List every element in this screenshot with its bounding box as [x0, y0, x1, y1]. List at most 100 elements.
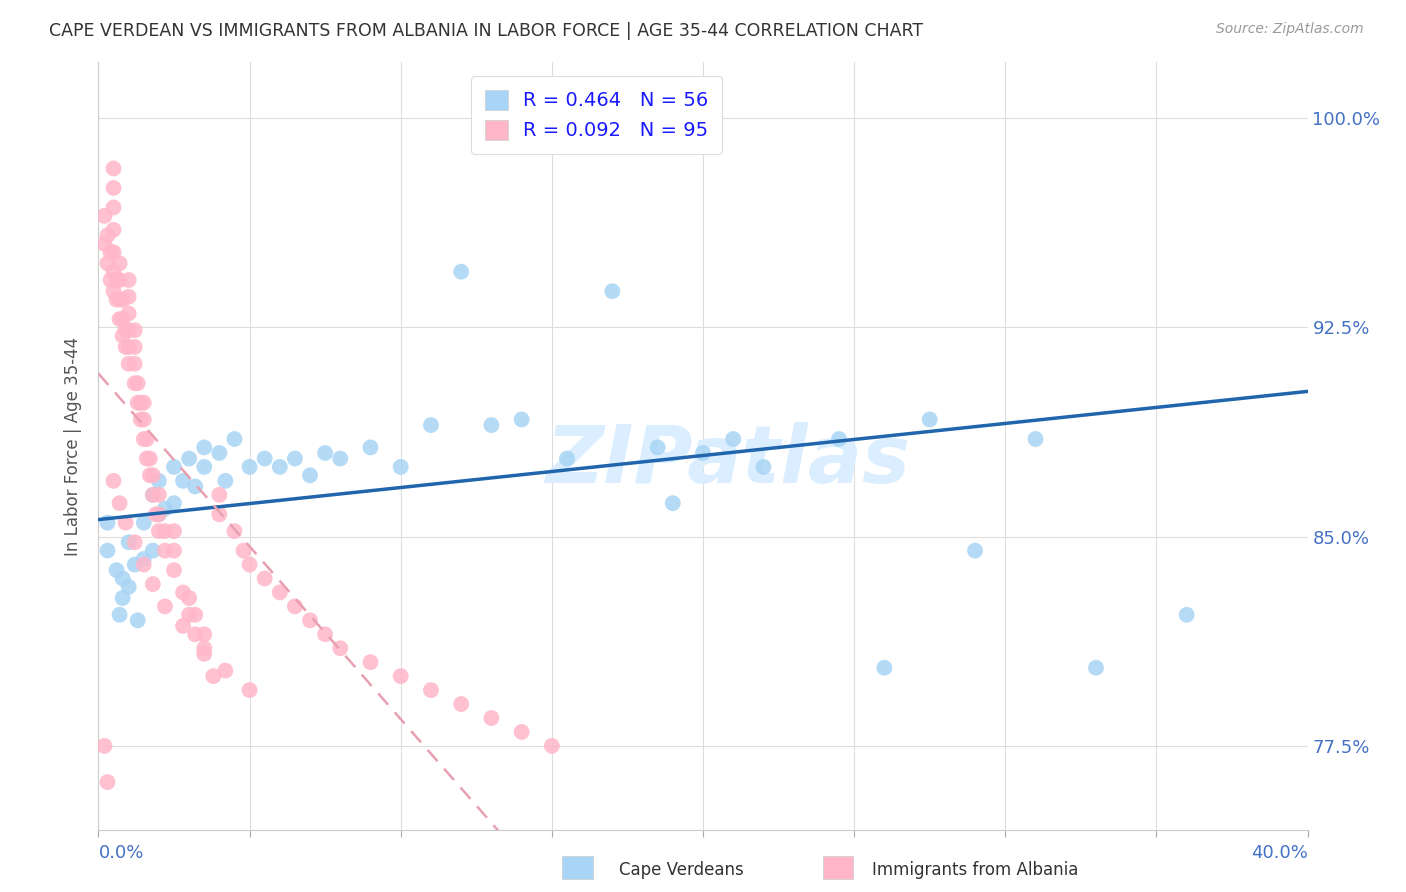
Point: [314, 446, 336, 460]
Point: [118, 273, 141, 287]
Point: [299, 468, 322, 483]
Point: [193, 459, 215, 474]
Point: [1175, 607, 1198, 622]
Point: [93, 209, 115, 223]
Point: [114, 323, 136, 337]
Point: [93, 236, 115, 251]
Point: [179, 591, 201, 605]
Point: [124, 535, 146, 549]
Point: [239, 459, 262, 474]
Text: CAPE VERDEAN VS IMMIGRANTS FROM ALBANIA IN LABOR FORCE | AGE 35-44 CORRELATION C: CAPE VERDEAN VS IMMIGRANTS FROM ALBANIA …: [49, 22, 924, 40]
Point: [163, 543, 186, 558]
Point: [184, 479, 207, 493]
Point: [163, 563, 186, 577]
Point: [118, 340, 141, 354]
Point: [172, 619, 194, 633]
Point: [103, 265, 125, 279]
Point: [360, 441, 382, 455]
Point: [193, 627, 215, 641]
Point: [111, 591, 134, 605]
Point: [172, 585, 194, 599]
Point: [299, 613, 322, 627]
Point: [96, 256, 118, 270]
Point: [103, 223, 125, 237]
Point: [253, 572, 276, 586]
Point: [132, 396, 155, 410]
Point: [723, 432, 745, 446]
Point: [111, 293, 134, 307]
Point: [208, 446, 231, 460]
Point: [420, 418, 443, 433]
Point: [193, 647, 215, 661]
Text: 40.0%: 40.0%: [1251, 844, 1308, 862]
Point: [132, 552, 155, 566]
Point: [329, 451, 352, 466]
Point: [127, 613, 149, 627]
Point: [103, 161, 125, 176]
Point: [100, 245, 122, 260]
Point: [139, 468, 162, 483]
Point: [148, 488, 170, 502]
Point: [132, 558, 155, 572]
Point: [127, 376, 149, 391]
Point: [100, 273, 122, 287]
Point: [148, 508, 170, 522]
Point: [103, 245, 125, 260]
Point: [93, 739, 115, 753]
Point: [108, 256, 131, 270]
Point: [232, 543, 254, 558]
Point: [108, 496, 131, 510]
Point: [481, 418, 503, 433]
Point: [139, 451, 162, 466]
Point: [118, 290, 141, 304]
Point: [389, 669, 412, 683]
Legend: R = 0.464   N = 56, R = 0.092   N = 95: R = 0.464 N = 56, R = 0.092 N = 95: [471, 76, 723, 154]
Point: [208, 488, 231, 502]
Point: [124, 357, 146, 371]
Point: [153, 599, 176, 614]
Point: [96, 228, 118, 243]
Point: [111, 312, 134, 326]
Point: [450, 265, 472, 279]
Point: [965, 543, 987, 558]
Point: [873, 661, 896, 675]
Point: [129, 412, 152, 426]
Point: [450, 697, 472, 711]
Text: Immigrants from Albania: Immigrants from Albania: [872, 861, 1078, 879]
Point: [1085, 661, 1108, 675]
Point: [124, 340, 146, 354]
Point: [108, 273, 131, 287]
Point: [208, 508, 231, 522]
Point: [108, 607, 131, 622]
Text: Source: ZipAtlas.com: Source: ZipAtlas.com: [1216, 22, 1364, 37]
Point: [202, 669, 225, 683]
Point: [153, 501, 176, 516]
Point: [142, 488, 165, 502]
Point: [142, 468, 165, 483]
Point: [253, 451, 276, 466]
Point: [103, 284, 125, 298]
Point: [103, 474, 125, 488]
Point: [96, 543, 118, 558]
Point: [184, 607, 207, 622]
Point: [124, 558, 146, 572]
Point: [918, 412, 941, 426]
Point: [284, 599, 307, 614]
Point: [224, 524, 246, 538]
Point: [135, 451, 157, 466]
Point: [103, 181, 125, 195]
Text: 0.0%: 0.0%: [98, 844, 143, 862]
Point: [96, 775, 118, 789]
Point: [148, 474, 170, 488]
Point: [269, 585, 291, 599]
Point: [103, 201, 125, 215]
Point: [184, 627, 207, 641]
Point: [142, 577, 165, 591]
Point: [111, 572, 134, 586]
Point: [828, 432, 851, 446]
Y-axis label: In Labor Force | Age 35-44: In Labor Force | Age 35-44: [65, 336, 83, 556]
Point: [1024, 432, 1046, 446]
Point: [129, 396, 152, 410]
Point: [602, 284, 624, 298]
Point: [224, 432, 246, 446]
